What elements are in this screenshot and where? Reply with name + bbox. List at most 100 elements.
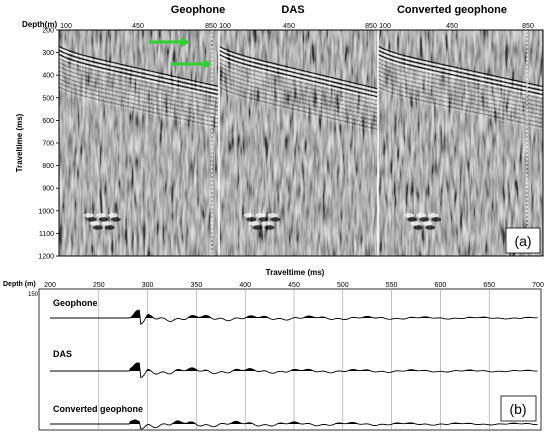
y-tick-label: 600	[42, 118, 54, 125]
wavefront-line	[377, 55, 543, 98]
reflection-blob	[267, 213, 278, 218]
wavefront-line	[218, 60, 379, 104]
wavefront-line	[59, 51, 220, 94]
reflection-blob	[249, 221, 260, 226]
reflection-blob	[428, 213, 439, 218]
wavefront-line	[218, 70, 379, 114]
panel-a: Depth(m) Geophone DAS Converted geophone…	[15, 4, 544, 261]
seismic-tone	[59, 30, 543, 256]
title-geophone: Geophone	[171, 4, 225, 16]
y-tick-label: 1200	[38, 254, 54, 261]
wavefront-line	[218, 74, 379, 118]
wavefront-line	[377, 86, 543, 128]
wavefront-line	[59, 76, 220, 118]
depth-value-b: 150	[28, 292, 39, 298]
reflection-blob	[258, 217, 269, 222]
reflection-blob	[416, 213, 427, 218]
y-tick-label: 800	[42, 163, 54, 170]
depth-header-b: Depth (m)	[3, 281, 36, 288]
trace-label-das: DAS	[53, 349, 72, 359]
reflection-blob	[264, 225, 275, 230]
y-tick-label: 900	[42, 186, 54, 193]
x-tick-label: 600	[435, 282, 447, 289]
y-tick-label: 1100	[39, 231, 54, 238]
wavefront-line	[59, 88, 220, 130]
depth-tick-850-converted: 850	[522, 23, 534, 30]
wavefront-line	[377, 64, 543, 106]
wavefront-line	[59, 84, 220, 126]
wavefront-line	[377, 76, 543, 118]
wavefront-line	[218, 82, 379, 126]
wavefront-line	[59, 82, 220, 124]
reflection-blob	[413, 225, 424, 230]
y-tick-label: 500	[42, 95, 54, 102]
panel-b-label: (b)	[509, 401, 526, 417]
wavefront-line	[59, 58, 220, 99]
depth-tick-850-geophone: 850	[205, 23, 217, 30]
wavefront-line	[377, 78, 543, 120]
green-arrows	[149, 37, 212, 69]
depth-header-a: Depth(m)	[22, 20, 57, 29]
reflection-blob	[410, 221, 421, 226]
reflection-blob	[104, 225, 115, 230]
reflection-blob	[92, 225, 103, 230]
x-tick-label: 200	[44, 282, 56, 289]
wavefront-line	[377, 82, 543, 124]
traces-b	[50, 309, 538, 430]
reflection-blob	[110, 217, 121, 222]
y-tick-label: 1000	[38, 208, 54, 215]
wavefront-line	[218, 66, 379, 110]
reflection-blob	[95, 213, 106, 218]
wavefront-line	[377, 66, 543, 108]
x-axis-label-b: Traveltime (ms)	[266, 268, 325, 277]
wavefront-line	[59, 62, 220, 104]
reflection-blob	[404, 213, 415, 218]
x-tick-label: 700	[532, 282, 544, 289]
reflection-blob	[255, 213, 266, 218]
reflection-blob	[246, 217, 257, 222]
x-tick-label: 250	[93, 282, 105, 289]
panel-b-frame	[38, 288, 542, 431]
x-tick-label: 500	[337, 282, 349, 289]
depth-ticks-a: 100 450 850 100 450 850 100 450 850	[60, 23, 534, 30]
reflection-blob	[107, 213, 118, 218]
wavefront-line	[59, 53, 220, 96]
reflection-blob	[83, 213, 94, 218]
x-tick-label: 450	[288, 282, 300, 289]
y-ticks-a: 200 300 400 500 600 700 800 900 1000 1100 1200	[38, 28, 59, 261]
x-tick-label: 650	[483, 282, 495, 289]
reflection-blob	[270, 217, 281, 222]
title-converted-geophone: Converted geophone	[397, 4, 507, 16]
panel-a-frame	[58, 29, 544, 257]
wavefront-line	[218, 76, 379, 120]
trace-label-converted-geophone: Converted geophone	[53, 404, 143, 414]
depth-tick-450-converted: 450	[446, 23, 458, 30]
x-tick-label: 400	[239, 282, 251, 289]
depth-tick-450-das: 450	[283, 23, 295, 30]
wavefront-line	[218, 53, 379, 98]
wavefront-line	[218, 55, 379, 100]
wavefront-line	[377, 70, 543, 112]
wavefront-line	[218, 72, 379, 116]
wavefront-line	[377, 47, 543, 90]
green-arrow-1-head-icon	[181, 37, 190, 47]
y-tick-label: 200	[42, 28, 54, 35]
wavefront-line	[218, 68, 379, 112]
wavefront-line	[377, 74, 543, 116]
wavefront-line	[218, 80, 379, 124]
reflection-blob	[252, 225, 263, 230]
reflection-blob	[101, 221, 112, 226]
wavefront-line	[59, 72, 220, 114]
green-arrow-2-head-icon	[203, 59, 212, 69]
wavefront-line	[59, 49, 220, 92]
depth-tick-850-das: 850	[365, 23, 377, 30]
wavefront-line	[377, 51, 543, 94]
wavefront-line	[59, 80, 220, 122]
wavefront-line	[377, 72, 543, 114]
seismic-noise	[59, 30, 543, 256]
y-axis-label-a: Traveltime (ms)	[15, 113, 24, 172]
y-tick-label: 300	[42, 50, 54, 57]
depth-tick-450-geophone: 450	[132, 23, 144, 30]
x-tick-label: 550	[386, 282, 398, 289]
